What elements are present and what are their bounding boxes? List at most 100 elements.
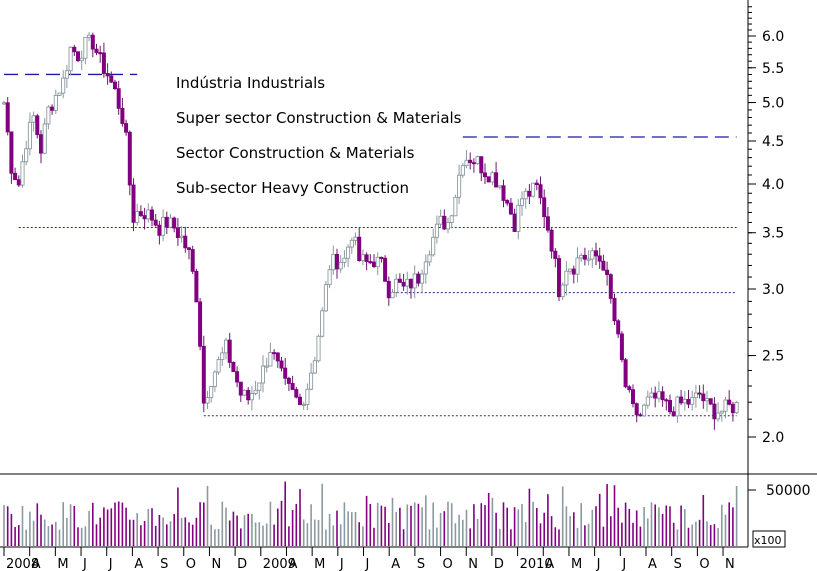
candle-down: [246, 389, 251, 401]
month-label: J: [596, 557, 601, 571]
candle-up: [457, 174, 462, 198]
candle-down: [401, 281, 406, 287]
grid-frame: [0, 0, 817, 548]
candle-down: [701, 393, 706, 402]
candle-up: [590, 250, 595, 260]
candle-up: [264, 365, 269, 368]
candle-down: [616, 320, 621, 335]
candle-down: [183, 235, 188, 249]
candle-up: [349, 239, 354, 248]
candle-up: [260, 365, 265, 384]
candle-down: [371, 261, 376, 268]
candle-up: [405, 278, 410, 287]
candle-up: [331, 253, 336, 271]
candle-down: [512, 213, 517, 232]
candle-down: [408, 278, 413, 289]
volume-axis: 50000 x100: [748, 483, 811, 548]
candle-up: [79, 57, 84, 62]
candle-down: [686, 399, 691, 405]
candle-down: [712, 403, 717, 420]
annotation-sector: Sector Construction & Materials: [176, 144, 415, 162]
candlesticks: [2, 32, 739, 430]
candle-down: [113, 81, 118, 90]
candle-up: [46, 106, 51, 125]
year-label: 2010: [520, 557, 553, 571]
candle-up: [490, 172, 495, 183]
candle-up: [268, 352, 273, 367]
month-label: A: [288, 557, 297, 571]
candle-up: [723, 399, 728, 412]
candle-down: [120, 108, 125, 124]
candle-down: [5, 102, 10, 133]
candle-down: [664, 399, 669, 402]
price-tick-label: 4.0: [762, 177, 784, 193]
candle-up: [242, 389, 247, 396]
month-label: S: [417, 557, 425, 571]
candle-up: [420, 273, 425, 284]
candle-up: [305, 388, 310, 405]
month-label: A: [545, 557, 554, 571]
candle-up: [586, 258, 591, 261]
price-tick-label: 2.0: [762, 430, 784, 446]
candle-up: [642, 404, 647, 417]
month-label: M: [57, 557, 68, 571]
candle-up: [309, 372, 314, 390]
candle-down: [494, 172, 499, 188]
candle-up: [161, 216, 166, 236]
candle-down: [157, 224, 162, 236]
candle-up: [320, 310, 325, 337]
candle-down: [501, 185, 506, 201]
candle-down: [538, 184, 543, 199]
candle-up: [53, 94, 58, 111]
candle-down: [386, 280, 391, 299]
candle-up: [497, 185, 502, 188]
price-tick-label: 5.0: [762, 96, 784, 112]
candle-down: [582, 254, 587, 260]
month-label: S: [160, 557, 168, 571]
candle-down: [98, 52, 103, 55]
candle-up: [690, 397, 695, 405]
candle-down: [275, 352, 280, 362]
price-tick-label: 4.5: [762, 134, 784, 150]
price-tick-label: 5.5: [762, 61, 784, 77]
candle-down: [227, 339, 232, 363]
candle-up: [31, 115, 36, 123]
candle-down: [627, 386, 632, 391]
volume-tick-label: 50000: [766, 483, 811, 499]
candle-up: [223, 339, 228, 354]
candle-down: [553, 250, 558, 259]
candle-down: [442, 215, 447, 230]
candle-up: [135, 211, 140, 223]
candle-up: [568, 268, 573, 272]
candle-up: [520, 198, 525, 206]
candle-up: [475, 156, 480, 164]
month-label: A: [134, 557, 143, 571]
candle-down: [16, 179, 21, 186]
candle-down: [668, 400, 673, 413]
candle-up: [249, 393, 254, 401]
candle-down: [13, 172, 18, 181]
month-label: O: [443, 557, 453, 571]
month-label: D: [237, 557, 247, 571]
candle-down: [397, 278, 402, 283]
candle-down: [612, 298, 617, 322]
candle-down: [597, 255, 602, 262]
candle-down: [679, 396, 684, 404]
candle-down: [479, 156, 484, 174]
candle-up: [257, 382, 262, 391]
annotation-supersector: Super sector Construction & Materials: [176, 109, 462, 127]
month-label: M: [571, 557, 582, 571]
candle-up: [579, 254, 584, 259]
candle-up: [20, 161, 25, 186]
candle-down: [127, 131, 132, 186]
candle-up: [209, 386, 214, 398]
candle-down: [334, 253, 339, 270]
candle-up: [179, 235, 184, 238]
candle-down: [109, 75, 114, 83]
candle-up: [719, 410, 724, 414]
month-label: N: [211, 557, 221, 571]
candle-down: [186, 247, 191, 250]
candle-up: [531, 182, 536, 197]
candle-up: [64, 70, 69, 79]
